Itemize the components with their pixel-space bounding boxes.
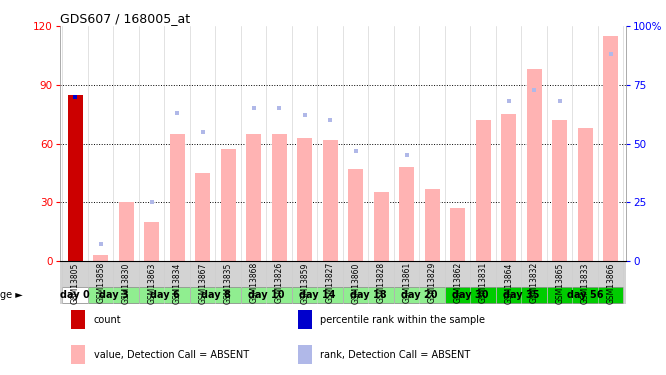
Bar [496,287,547,303]
Text: count: count [94,315,121,324]
Bar [170,134,185,261]
Text: GSM13861: GSM13861 [402,262,411,303]
Text: rank, Detection Call = ABSENT: rank, Detection Call = ABSENT [320,350,471,360]
Bar [297,138,312,261]
Text: GSM13834: GSM13834 [172,262,182,303]
Bar [190,287,241,303]
Text: GSM13833: GSM13833 [581,262,589,303]
Bar [445,287,496,303]
Bar [292,287,343,303]
FancyBboxPatch shape [298,345,312,364]
Bar [272,134,287,261]
Text: age ►: age ► [0,290,23,300]
Bar [374,192,389,261]
Bar [394,287,445,303]
Text: GSM13832: GSM13832 [529,262,539,303]
FancyBboxPatch shape [71,310,85,329]
Text: day 35: day 35 [503,290,539,300]
Bar [144,222,159,261]
Bar [63,287,88,303]
FancyBboxPatch shape [298,310,312,329]
Bar [67,94,83,261]
Text: GDS607 / 168005_at: GDS607 / 168005_at [60,12,190,25]
Bar [195,173,210,261]
Bar [67,94,83,261]
FancyBboxPatch shape [71,345,85,364]
Text: GSM13863: GSM13863 [147,262,157,303]
Text: GSM13805: GSM13805 [71,262,80,303]
Bar [246,134,261,261]
Bar [552,120,567,261]
Text: GSM13827: GSM13827 [326,262,335,303]
Text: day 6: day 6 [150,290,179,300]
Text: day 10: day 10 [248,290,285,300]
Text: GSM13868: GSM13868 [249,262,258,303]
Text: GSM13830: GSM13830 [122,262,131,303]
Text: day 30: day 30 [452,290,489,300]
Bar [603,36,619,261]
Bar [241,287,292,303]
Text: day 14: day 14 [299,290,336,300]
Text: day 3: day 3 [99,290,129,300]
Bar [93,255,109,261]
Bar [220,149,236,261]
Text: GSM13866: GSM13866 [606,262,615,303]
Text: day 20: day 20 [401,290,438,300]
Text: GSM13864: GSM13864 [504,262,513,303]
Bar [322,140,338,261]
Bar [527,69,542,261]
Text: GSM13829: GSM13829 [428,262,437,303]
Text: GSM13862: GSM13862 [454,262,462,303]
Bar [343,287,394,303]
Bar [501,114,516,261]
Text: day 18: day 18 [350,290,387,300]
Text: percentile rank within the sample: percentile rank within the sample [320,315,486,324]
Bar [577,128,593,261]
Bar [547,287,623,303]
Bar [139,287,190,303]
Text: GSM13867: GSM13867 [198,262,207,303]
Text: GSM13835: GSM13835 [224,262,232,303]
Text: GSM13865: GSM13865 [555,262,564,303]
Text: GSM13860: GSM13860 [351,262,360,303]
Bar [425,189,440,261]
Text: day 8: day 8 [200,290,230,300]
Text: GSM13826: GSM13826 [275,262,284,303]
Text: GSM13859: GSM13859 [300,262,309,303]
Text: day 0: day 0 [61,290,90,300]
Bar [119,202,134,261]
Bar [399,167,414,261]
Text: GSM13831: GSM13831 [479,262,488,303]
Text: GSM13858: GSM13858 [97,262,105,303]
Bar [476,120,491,261]
Bar [450,208,466,261]
Bar [348,169,364,261]
Text: GSM13828: GSM13828 [377,262,386,303]
Text: day 56: day 56 [567,290,603,300]
Text: value, Detection Call = ABSENT: value, Detection Call = ABSENT [94,350,249,360]
Bar [88,287,139,303]
